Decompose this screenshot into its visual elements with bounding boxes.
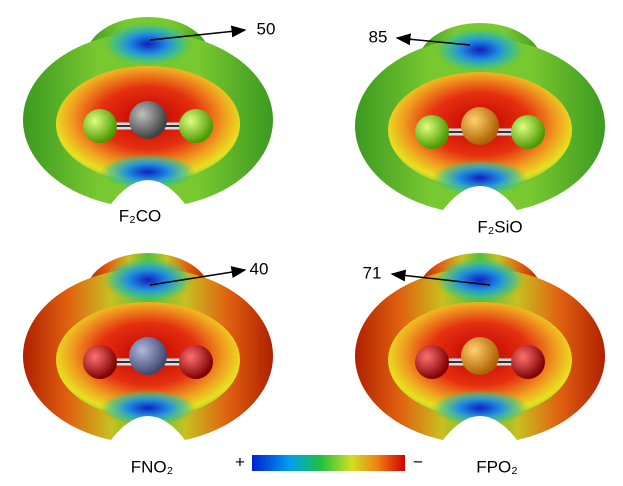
negative-region: [103, 22, 193, 66]
atom: [179, 109, 213, 143]
negative-region: [435, 28, 525, 72]
atom: [461, 337, 499, 375]
atom: [83, 345, 117, 379]
potential-map: [23, 253, 273, 444]
sigma-hole-value: 85: [369, 27, 388, 46]
sigma-hole-value: 50: [257, 19, 276, 38]
molecule-label: F₂SiO: [477, 217, 522, 236]
atom: [129, 101, 167, 139]
molecule-label: FNO₂: [131, 457, 173, 476]
atom: [129, 337, 167, 375]
atom: [415, 115, 449, 149]
sigma-hole-value: 40: [250, 259, 269, 278]
figure: + − 50 F₂CO 85 F₂SiO 40 FNO₂ 71 FPO₂: [0, 0, 623, 486]
potential-map: [355, 23, 605, 214]
molecule-label: FPO₂: [476, 457, 518, 476]
molecule-label: F₂CO: [119, 206, 161, 225]
atom: [461, 107, 499, 145]
sigma-hole-value: 71: [363, 263, 382, 282]
atom: [511, 345, 545, 379]
color-bar-minus: −: [413, 452, 423, 471]
potential-map: [23, 17, 273, 208]
atom: [83, 109, 117, 143]
atom: [511, 115, 545, 149]
color-bar-plus: +: [235, 452, 245, 471]
potential-map: [355, 253, 605, 444]
color-bar: [252, 455, 405, 471]
atom: [179, 345, 213, 379]
atom: [415, 345, 449, 379]
